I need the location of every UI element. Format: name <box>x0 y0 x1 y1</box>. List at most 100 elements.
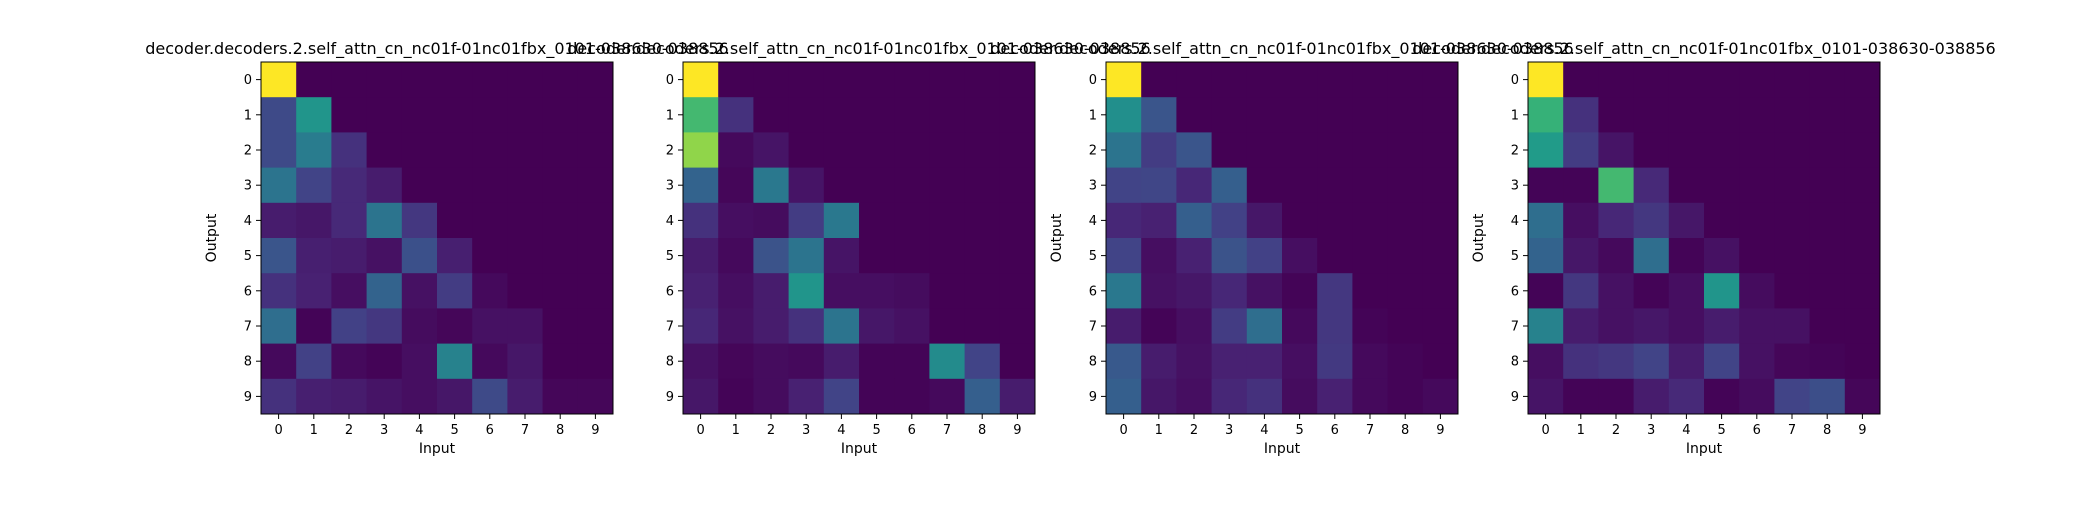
heatmap-cell <box>1844 343 1881 380</box>
heatmap-cell <box>823 132 860 169</box>
y-tick-label: 3 <box>1089 179 1097 194</box>
heatmap-cell <box>1598 202 1635 239</box>
heatmap-cell <box>1668 132 1705 169</box>
heatmap-cell <box>1176 343 1213 380</box>
y-tick-label: 3 <box>666 179 674 194</box>
x-tick-label: 7 <box>1788 423 1796 438</box>
heatmap-cell <box>999 308 1036 345</box>
heatmap-cell <box>366 62 403 98</box>
heatmap-cell <box>1352 62 1389 98</box>
heatmap-cell <box>1528 238 1564 274</box>
heatmap-cell <box>331 378 368 415</box>
y-tick-label: 1 <box>666 108 674 123</box>
heatmap-cell <box>1633 62 1670 98</box>
heatmap-cell <box>577 308 614 345</box>
x-tick-label: 0 <box>1119 423 1127 438</box>
heatmap-cell <box>1704 97 1740 133</box>
heatmap-cell <box>331 343 368 380</box>
heatmap-cell <box>964 202 1001 239</box>
heatmap-cell <box>718 273 754 309</box>
heatmap-cell <box>1774 167 1811 204</box>
heatmap-cell <box>1422 132 1459 169</box>
heatmap-cell <box>753 62 790 98</box>
x-tick-label: 9 <box>1013 423 1021 438</box>
heatmap-cell <box>1633 378 1670 415</box>
heatmap-cell <box>1106 97 1142 133</box>
heatmap-cell <box>1598 97 1635 133</box>
heatmap-cell <box>718 238 754 274</box>
x-tick-label: 5 <box>1295 423 1303 438</box>
x-tick-label: 9 <box>1436 423 1444 438</box>
heatmap-cell <box>718 378 754 415</box>
heatmap-cell <box>1668 167 1705 204</box>
heatmap-cell <box>577 62 614 98</box>
heatmap-cell <box>1668 202 1705 239</box>
heatmap-cell <box>788 273 825 309</box>
heatmap-cell <box>296 238 332 274</box>
y-tick-label: 6 <box>244 284 252 299</box>
heatmap-cell <box>964 167 1001 204</box>
heatmap-cell <box>753 202 790 239</box>
heatmap-cell <box>859 273 895 309</box>
heatmap-cell <box>1668 343 1705 380</box>
y-tick-label: 2 <box>1089 144 1097 159</box>
heatmap-cell <box>1211 378 1248 415</box>
heatmap-cell <box>1387 378 1424 415</box>
heatmap-cell <box>1211 97 1248 133</box>
x-tick-label: 0 <box>1541 423 1549 438</box>
x-tick-label: 1 <box>310 423 318 438</box>
heatmap-cell <box>366 97 403 133</box>
y-tick-label: 7 <box>1089 320 1097 335</box>
heatmap-panel-2: 0 1 2 3 4 5 6 7 8 9 0 1 2 3 4 5 6 7 8 9 Input decoder.decoder… <box>567 39 1150 457</box>
heatmap-cell <box>1844 273 1881 309</box>
heatmap-cell <box>683 167 719 204</box>
x-tick-label: 8 <box>1823 423 1831 438</box>
x-tick-label: 6 <box>908 423 916 438</box>
heatmap-cell <box>718 132 754 169</box>
x-tick-label: 4 <box>837 423 845 438</box>
heatmap-cell <box>683 238 719 274</box>
heatmap-cell <box>753 378 790 415</box>
heatmap-cell <box>507 62 544 98</box>
heatmap-cell <box>1141 343 1177 380</box>
heatmap-cell <box>1211 273 1248 309</box>
heatmap-cell <box>577 202 614 239</box>
heatmap-cell <box>507 202 544 239</box>
heatmap-cell <box>1176 202 1213 239</box>
heatmap-cell <box>1422 343 1459 380</box>
heatmap-cell <box>1774 132 1811 169</box>
heatmap-cell <box>1563 308 1599 345</box>
heatmap-cell <box>929 62 966 98</box>
heatmap-cell <box>929 167 966 204</box>
heatmap-cell <box>1704 62 1740 98</box>
heatmap-cell <box>1844 238 1881 274</box>
heatmap-cell <box>472 378 508 415</box>
heatmap-cell <box>542 238 579 274</box>
heatmap-cell <box>577 238 614 274</box>
heatmap-cell <box>261 343 297 380</box>
y-tick-label: 1 <box>244 108 252 123</box>
heatmap-cell <box>1282 167 1318 204</box>
y-tick-label: 0 <box>666 73 674 88</box>
heatmap-cell <box>507 378 544 415</box>
y-tick-label: 5 <box>244 249 252 264</box>
heatmap-cell <box>964 97 1001 133</box>
y-axis-label: Output <box>1049 213 1065 262</box>
heatmap-cell <box>683 132 719 169</box>
heatmap-cell <box>1528 62 1564 98</box>
chart-title: decoder.decoders.2.self_attn_cn_nc01f-01… <box>567 39 1150 59</box>
y-tick-label: 7 <box>1511 320 1519 335</box>
heatmap-cell <box>1704 343 1740 380</box>
heatmap-cell <box>1809 97 1846 133</box>
heatmap-cell <box>577 273 614 309</box>
heatmap-cell <box>1176 62 1213 98</box>
heatmap-cell <box>437 238 473 274</box>
heatmap-cell <box>1387 167 1424 204</box>
heatmap-cell <box>1282 308 1318 345</box>
plot-frame <box>1105 61 1459 415</box>
heatmap-cell <box>1422 273 1459 309</box>
heatmap-cell <box>542 62 579 98</box>
y-tick-label: 4 <box>244 214 252 229</box>
x-tick-label: 4 <box>1260 423 1268 438</box>
heatmap-cell <box>542 308 579 345</box>
